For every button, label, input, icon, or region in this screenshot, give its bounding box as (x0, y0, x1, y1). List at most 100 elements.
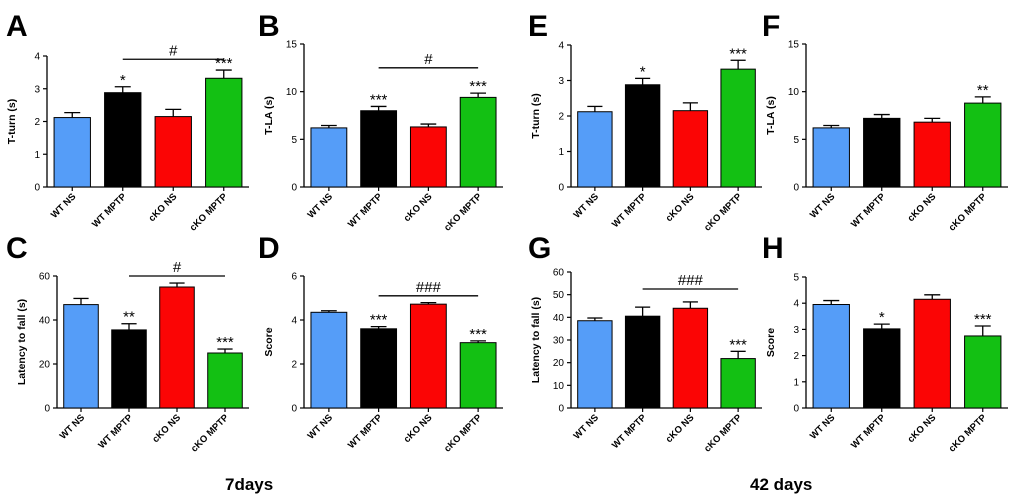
panel-label-f: F (762, 10, 780, 43)
bar-c-3 (207, 352, 243, 409)
y-axis-label-a: T-turn (s) (6, 99, 18, 145)
y-tick-label-f-1: 5 (793, 135, 799, 146)
bar-h-3 (964, 335, 1002, 409)
bar-e-0 (577, 111, 613, 188)
y-tick-label-a-0: 0 (34, 183, 40, 194)
significance-e-3: *** (729, 45, 747, 62)
panel-label-a: A (6, 10, 28, 43)
bar-h-1 (863, 328, 901, 409)
y-tick-label-a-2: 2 (34, 117, 40, 128)
bar-h-2 (913, 298, 951, 409)
bar-d-0 (310, 311, 348, 409)
bar-f-1 (863, 117, 901, 188)
y-tick-label-h-5: 5 (793, 273, 799, 284)
y-tick-label-g-2: 20 (553, 358, 565, 369)
y-tick-label-d-2: 4 (291, 316, 297, 327)
bar-a-1 (104, 92, 142, 188)
y-tick-label-a-4: 4 (34, 52, 40, 63)
bar-c-2 (159, 286, 195, 409)
panel-label-b: B (258, 10, 280, 43)
bar-a-2 (154, 116, 192, 188)
y-tick-label-e-3: 3 (558, 76, 564, 87)
y-tick-label-e-0: 0 (558, 183, 564, 194)
bar-b-3 (459, 96, 497, 188)
y-tick-label-b-0: 0 (291, 183, 297, 194)
comparison-label-a: # (169, 42, 178, 59)
y-tick-label-h-2: 2 (793, 351, 799, 362)
significance-b-3: *** (469, 78, 487, 95)
y-axis-label-e: T-turn (s) (530, 93, 542, 139)
significance-c-3: *** (216, 334, 234, 351)
bar-e-3 (720, 68, 756, 188)
y-tick-label-c-0: 0 (44, 404, 50, 415)
bar-d-2 (409, 303, 447, 409)
bar-b-2 (409, 126, 447, 188)
bar-a-3 (205, 77, 243, 188)
y-tick-label-g-3: 30 (553, 336, 565, 347)
y-tick-label-c-2: 40 (39, 316, 51, 327)
y-tick-label-c-3: 60 (39, 272, 51, 283)
bar-e-2 (672, 110, 709, 188)
y-tick-label-e-4: 4 (558, 41, 564, 52)
y-axis-label-c: Latency to fall (s) (16, 299, 28, 385)
y-tick-label-f-0: 0 (793, 183, 799, 194)
bar-h-0 (812, 304, 850, 409)
comparison-label-c: # (173, 259, 182, 276)
bar-d-3 (459, 342, 497, 409)
significance-h-3: *** (974, 311, 992, 328)
y-tick-label-a-1: 1 (34, 150, 40, 161)
y-tick-label-f-3: 15 (788, 40, 800, 51)
y-tick-label-d-0: 0 (291, 404, 297, 415)
y-tick-label-b-2: 10 (286, 87, 298, 98)
group-label-42days: 42 days (750, 475, 812, 494)
significance-g-3: *** (729, 336, 747, 353)
y-tick-label-a-3: 3 (34, 84, 40, 95)
bar-g-3 (720, 358, 756, 409)
significance-a-3: *** (215, 55, 233, 72)
y-tick-label-d-1: 2 (291, 360, 297, 371)
comparison-label-g: ### (678, 272, 704, 289)
y-tick-label-h-0: 0 (793, 404, 799, 415)
bar-f-2 (913, 121, 951, 188)
significance-c-1: ** (123, 309, 135, 326)
comparison-label-b: # (424, 51, 433, 68)
significance-d-3: *** (469, 326, 487, 343)
y-tick-label-g-6: 60 (553, 268, 565, 279)
y-tick-label-b-3: 15 (286, 40, 298, 51)
y-tick-label-h-3: 3 (793, 325, 799, 336)
bar-g-2 (672, 307, 709, 409)
y-axis-label-g: Latency to fall (s) (530, 297, 542, 383)
bar-e-1 (624, 84, 661, 188)
y-tick-label-e-2: 2 (558, 112, 564, 123)
bar-b-0 (310, 127, 348, 188)
panel-label-e: E (528, 10, 548, 43)
y-tick-label-c-1: 20 (39, 360, 51, 371)
significance-a-1: * (120, 72, 126, 89)
panel-label-d: D (258, 232, 280, 265)
bar-c-0 (63, 304, 99, 409)
y-tick-label-g-1: 10 (553, 381, 565, 392)
y-axis-label-h: Score (765, 328, 777, 357)
y-tick-label-g-0: 0 (558, 404, 564, 415)
bar-g-0 (577, 320, 613, 409)
significance-f-3: ** (977, 82, 989, 99)
y-tick-label-g-5: 50 (553, 290, 565, 301)
group-label-7days: 7days (225, 475, 273, 494)
significance-b-1: *** (370, 91, 388, 108)
bar-f-0 (812, 127, 850, 188)
significance-h-1: * (879, 309, 885, 326)
bar-b-1 (360, 110, 398, 188)
y-tick-label-g-4: 40 (553, 313, 565, 324)
y-tick-label-f-2: 10 (788, 87, 800, 98)
y-axis-label-d: Score (263, 327, 275, 356)
bar-f-3 (964, 102, 1002, 188)
bar-d-1 (360, 328, 398, 409)
comparison-label-d: ### (416, 279, 442, 296)
significance-e-1: * (640, 63, 646, 80)
panel-label-g: G (528, 232, 551, 265)
significance-d-1: *** (370, 312, 388, 329)
y-tick-label-d-3: 6 (291, 272, 297, 283)
y-tick-label-h-1: 1 (793, 377, 799, 388)
